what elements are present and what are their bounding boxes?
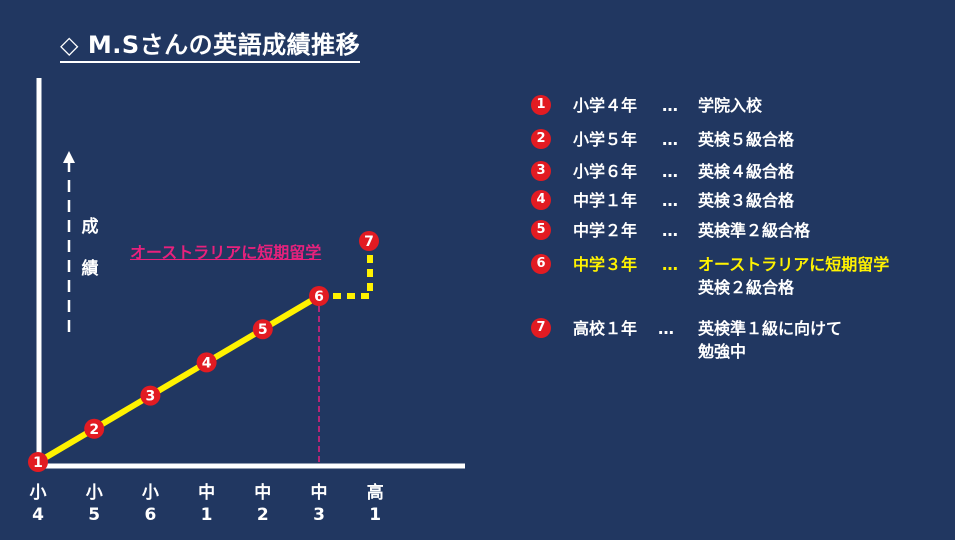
legend-grade: 中学２年: [573, 221, 638, 240]
legend-number-badge: 1: [531, 95, 551, 115]
point-marker-5: 5: [252, 319, 273, 340]
legend-ellipsis: …: [662, 255, 678, 274]
legend-result-line2: 勉強中: [698, 342, 747, 361]
legend-grade: 高校１年: [573, 319, 638, 338]
legend-result: 英検５級合格: [698, 130, 795, 149]
study-abroad-annotation: オーストラリアに短期留学: [130, 243, 322, 262]
point-label-3: 3: [146, 389, 156, 405]
legend-grade: 中学３年: [573, 255, 638, 274]
legend-number-badge: 2: [531, 129, 551, 149]
point-marker-4: 4: [196, 352, 217, 373]
legend-ellipsis: …: [662, 130, 678, 149]
point-marker-1: 1: [28, 452, 48, 472]
legend-number-badge: 7: [531, 318, 551, 338]
legend-number-badge: 4: [531, 190, 551, 210]
legend-ellipsis: …: [662, 96, 678, 115]
legend-result: 英検準２級合格: [698, 221, 811, 240]
point-label-6: 6: [314, 289, 324, 305]
legend-grade: 小学４年: [573, 96, 638, 115]
legend-ellipsis: …: [662, 221, 678, 240]
legend-result: 英検準１級に向けて: [698, 319, 843, 338]
point-label-7: 7: [364, 234, 374, 250]
legend-ellipsis: …: [662, 162, 678, 181]
legend-result: 英検３級合格: [698, 191, 795, 210]
y-axis-label-2: 績: [81, 259, 99, 279]
legend-result: 学院入校: [698, 96, 763, 115]
legend-result-line2: 英検２級合格: [698, 278, 795, 297]
point-marker-3: 3: [140, 385, 161, 406]
point-marker-2: 2: [84, 418, 105, 439]
legend-grade: 中学１年: [573, 191, 638, 210]
legend-number-badge: 6: [531, 254, 551, 274]
legend-number-badge: 3: [531, 161, 551, 181]
legend-ellipsis: …: [662, 191, 678, 210]
y-arrow-icon: [63, 151, 75, 332]
point-marker-6: 6: [309, 286, 329, 306]
legend-result: オーストラリアに短期留学: [698, 255, 890, 274]
point-label-5: 5: [258, 322, 268, 338]
point-label-4: 4: [202, 355, 212, 371]
legend-ellipsis: …: [658, 319, 674, 338]
legend-number-badge: 5: [531, 220, 551, 240]
point-label-1: 1: [33, 455, 43, 471]
point-marker-7: 7: [359, 231, 379, 251]
growth-line-dotted: [319, 242, 373, 299]
growth-line: [36, 293, 321, 465]
y-axis-label-1: 成: [81, 217, 99, 237]
page-title: ◇ M.Sさんの英語成績推移: [60, 30, 361, 63]
legend-grade: 小学６年: [573, 162, 638, 181]
point-label-2: 2: [89, 422, 99, 438]
legend-grade: 小学５年: [573, 130, 638, 149]
legend-result: 英検４級合格: [698, 162, 795, 181]
